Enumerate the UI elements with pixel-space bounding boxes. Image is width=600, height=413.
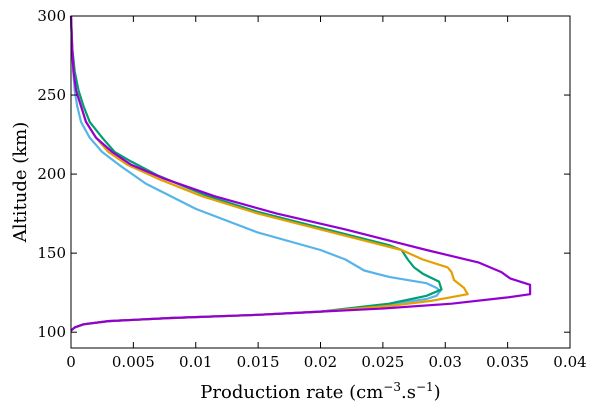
series-line-2 <box>69 15 443 332</box>
x-tick-label: 0.03 <box>429 353 462 371</box>
x-tick-label: 0.04 <box>553 353 586 371</box>
x-tick-label: 0.01 <box>179 353 212 371</box>
x-tick-label: 0.005 <box>112 353 155 371</box>
axis-ticks: 0 0.005 0.01 0.015 0.02 0.025 0.03 0.035 0.04 100… <box>37 7 586 371</box>
y-tick-label: 150 <box>37 244 66 262</box>
x-tick-label: 0.025 <box>361 353 404 371</box>
y-tick-label: 200 <box>37 165 66 183</box>
series-line-1 <box>69 15 442 332</box>
x-tick-label: 0 <box>66 353 76 371</box>
series-line-4 <box>69 15 532 332</box>
y-tick-label: 100 <box>37 323 66 341</box>
x-tick-label: 0.02 <box>304 353 337 371</box>
x-tick-label: 0.015 <box>237 353 280 371</box>
plot-lines <box>69 15 532 332</box>
x-axis-label: Production rate (cm−3.s−1) <box>200 380 440 403</box>
x-tick-label: 0.035 <box>486 353 529 371</box>
y-tick-label: 250 <box>37 86 66 104</box>
y-axis-label: Altitude (km) <box>10 122 31 244</box>
y-tick-label: 300 <box>37 7 66 25</box>
